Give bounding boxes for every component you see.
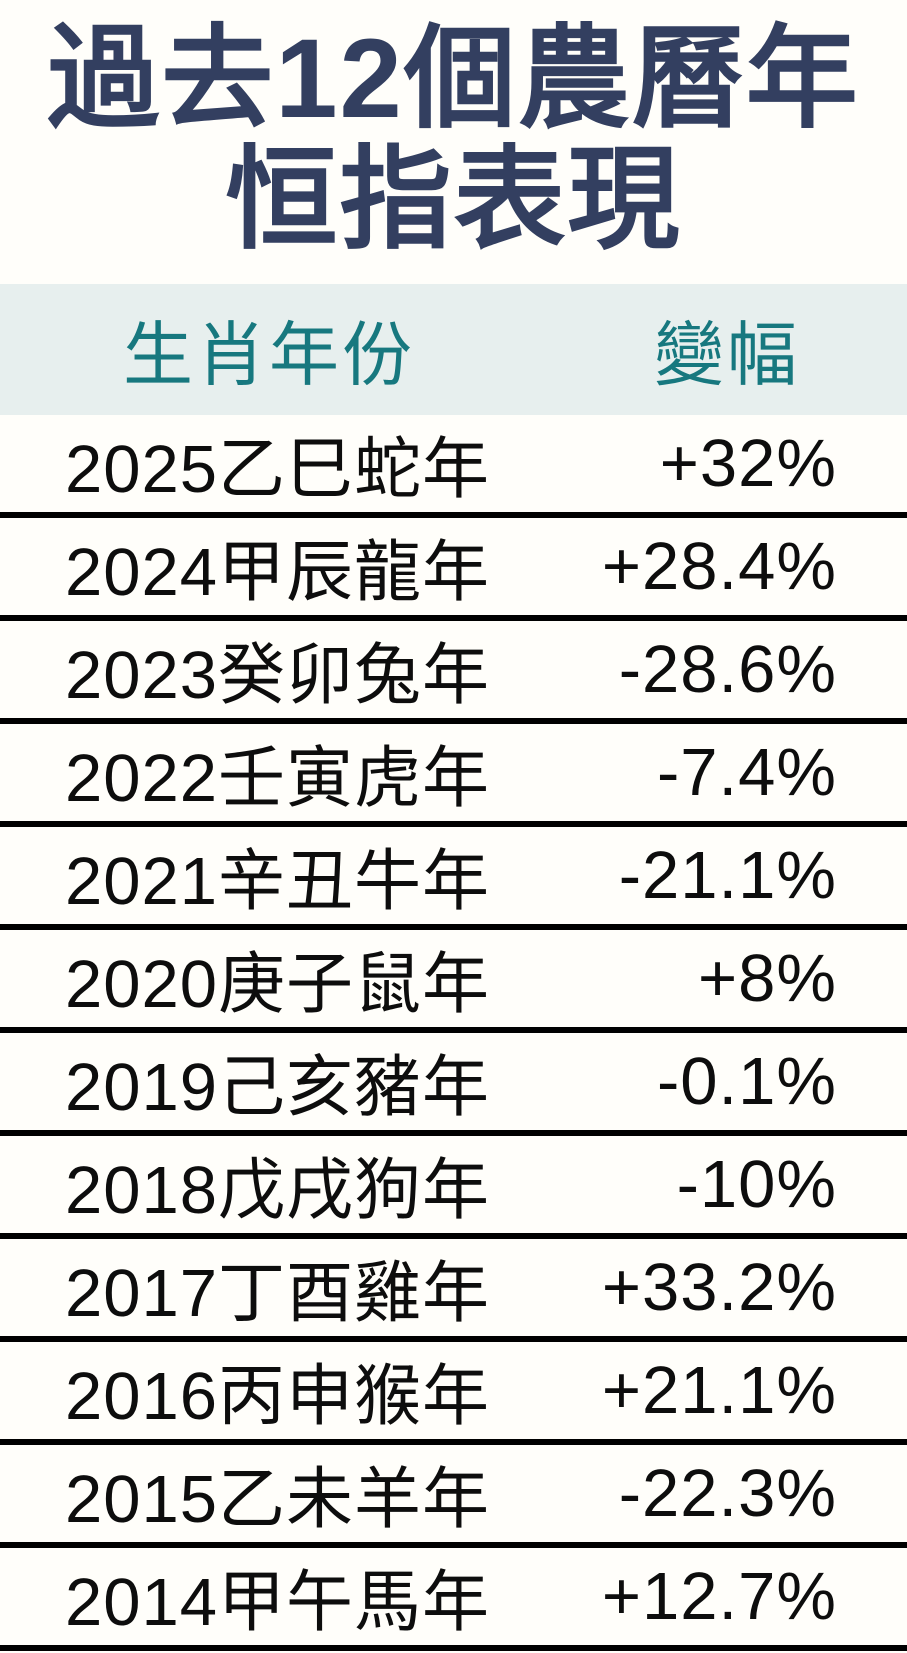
zodiac-year-cell: 2016丙申猴年 (65, 1359, 491, 1434)
zodiac-year-cell: 2023癸卯兔年 (65, 638, 491, 713)
change-pct-cell: -22.3% (618, 1456, 837, 1531)
change-pct-cell: -7.4% (656, 735, 837, 810)
table-row: 2014甲午馬年 +12.7% (0, 1548, 907, 1651)
change-pct-cell: +33.2% (601, 1250, 837, 1325)
zodiac-year-cell: 2020庚子鼠年 (65, 947, 491, 1022)
table-row: 2025乙巳蛇年 +32% (0, 415, 907, 518)
zodiac-year-cell: 2014甲午馬年 (65, 1565, 491, 1640)
zodiac-year-cell: 2022壬寅虎年 (65, 741, 491, 816)
table-row: 2019己亥豬年 -0.1% (0, 1033, 907, 1136)
zodiac-year-cell: 2021辛丑牛年 (65, 844, 491, 919)
change-pct-cell: -0.1% (656, 1044, 837, 1119)
change-pct-cell: +21.1% (601, 1353, 837, 1428)
table-body: 2025乙巳蛇年 +32% 2024甲辰龍年 +28.4% 2023癸卯兔年 -28.6%… (0, 415, 907, 1651)
zodiac-year-cell: 2018戊戌狗年 (65, 1153, 491, 1228)
change-pct-cell: -21.1% (618, 838, 837, 913)
table-row: 2022壬寅虎年 -7.4% (0, 724, 907, 827)
table-row: 2016丙申猴年 +21.1% (0, 1342, 907, 1445)
table-header-row: 生肖年份 變幅 (0, 284, 907, 415)
change-pct-cell: -28.6% (618, 632, 837, 707)
zodiac-year-cell: 2019己亥豬年 (65, 1050, 491, 1125)
header-zodiac-year: 生肖年份 (123, 316, 415, 394)
page-title: 過去12個農曆年 恒指表現 (0, 0, 907, 262)
zodiac-year-cell: 2024甲辰龍年 (65, 535, 491, 610)
change-pct-cell: +8% (698, 941, 837, 1016)
zodiac-year-cell: 2015乙未羊年 (65, 1462, 491, 1537)
table-row: 2024甲辰龍年 +28.4% (0, 518, 907, 621)
table-row: 2015乙未羊年 -22.3% (0, 1445, 907, 1548)
table-row: 2017丁酉雞年 +33.2% (0, 1239, 907, 1342)
title-line-2: 恒指表現 (225, 137, 682, 262)
change-pct-cell: +28.4% (601, 529, 837, 604)
zodiac-year-cell: 2017丁酉雞年 (65, 1256, 491, 1331)
table-row: 2020庚子鼠年 +8% (0, 930, 907, 1033)
change-pct-cell: +12.7% (601, 1559, 837, 1634)
table-row: 2023癸卯兔年 -28.6% (0, 621, 907, 724)
table-row: 2018戊戌狗年 -10% (0, 1136, 907, 1239)
change-pct-cell: -10% (676, 1147, 837, 1222)
header-change: 變幅 (654, 316, 800, 394)
title-line-1: 過去12個農曆年 (47, 16, 860, 141)
zodiac-year-cell: 2025乙巳蛇年 (65, 432, 491, 507)
table-row: 2021辛丑牛年 -21.1% (0, 827, 907, 930)
change-pct-cell: +32% (659, 426, 837, 501)
